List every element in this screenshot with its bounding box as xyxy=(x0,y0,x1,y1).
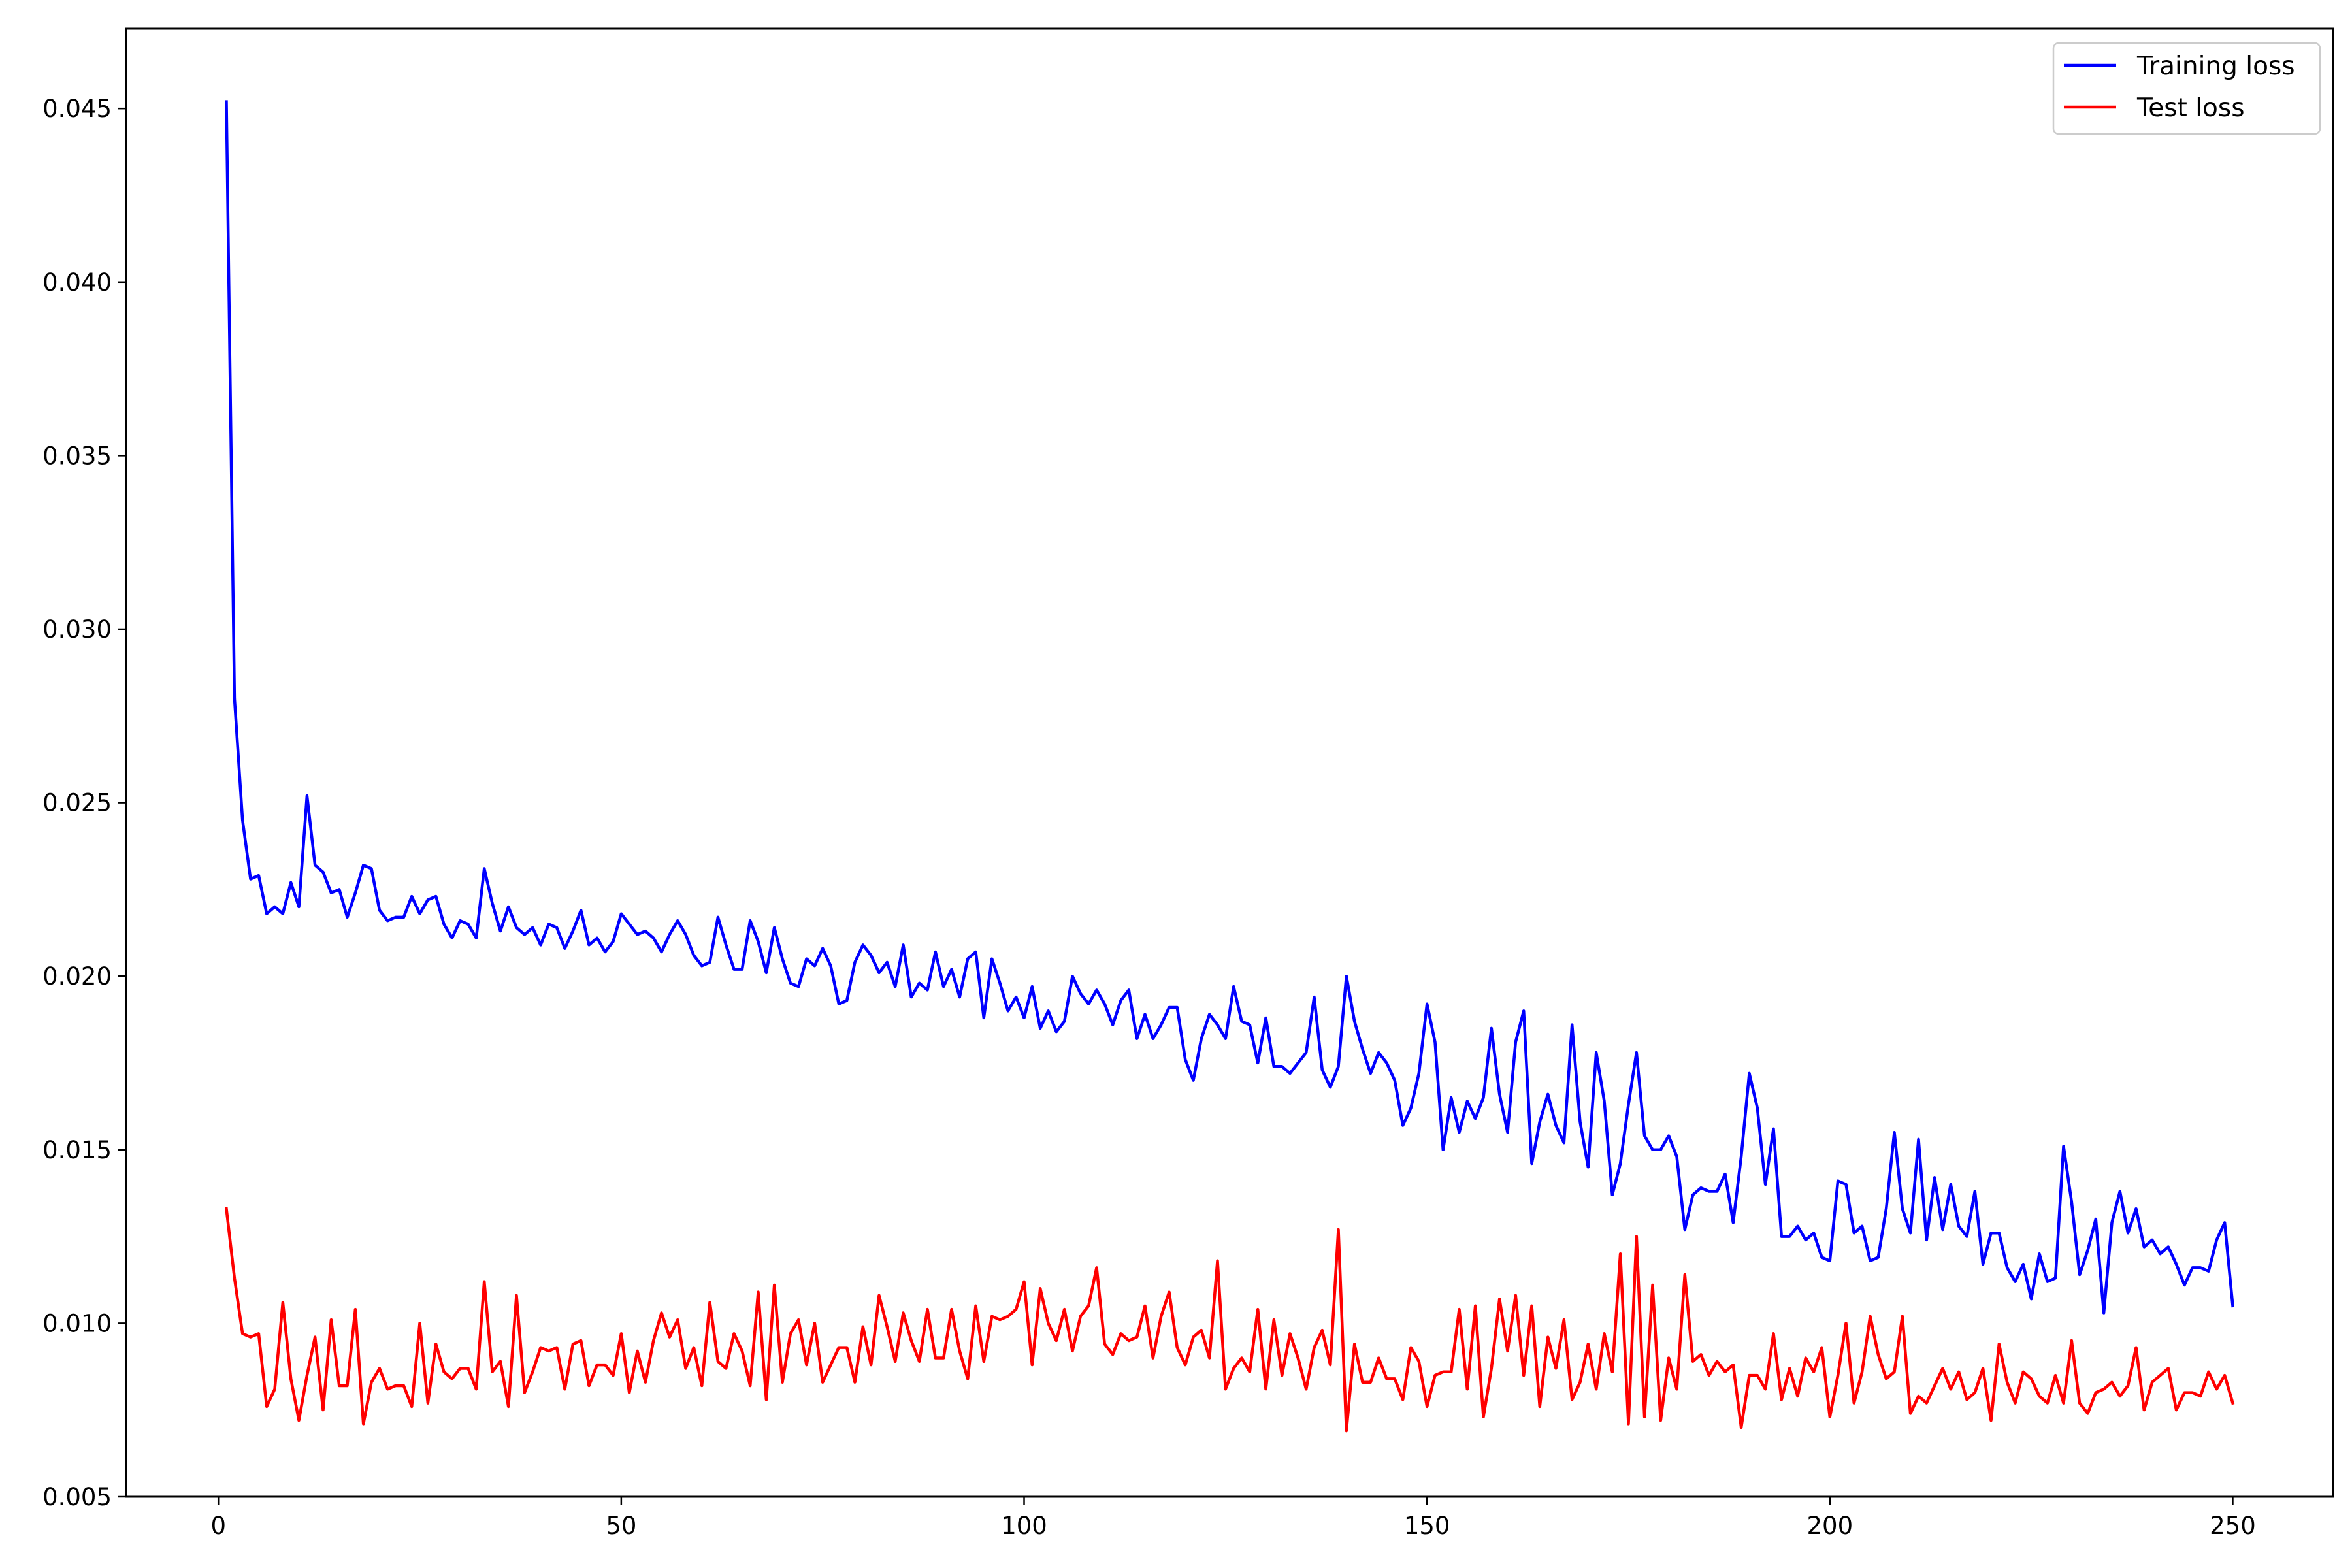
legend: Training loss Test loss xyxy=(2052,42,2321,135)
x-tick-label: 250 xyxy=(2210,1512,2256,1540)
series-test-loss xyxy=(225,1207,2235,1433)
y-tick-label: 0.040 xyxy=(42,269,112,297)
y-tick-label: 0.030 xyxy=(42,615,112,644)
legend-label: Test loss xyxy=(2136,93,2245,123)
y-tick-label: 0.010 xyxy=(42,1309,112,1337)
x-tick-label: 100 xyxy=(1001,1512,1047,1540)
x-tick-label: 0 xyxy=(210,1512,226,1540)
y-tick-label: 0.005 xyxy=(42,1483,112,1511)
y-axis: 0.005 0.010 0.015 0.020 0.025 0.030 0.035 0.040… xyxy=(42,95,126,1511)
x-tick-label: 50 xyxy=(606,1512,636,1540)
x-tick-label: 150 xyxy=(1404,1512,1450,1540)
y-tick-label: 0.045 xyxy=(42,95,112,123)
legend-box xyxy=(2052,42,2321,135)
plot-area-frame xyxy=(125,27,2334,1498)
y-tick-label: 0.015 xyxy=(42,1136,112,1164)
series-line xyxy=(225,1207,2235,1433)
series-layer xyxy=(225,100,2235,1433)
y-tick-label: 0.020 xyxy=(42,962,112,990)
legend-label: Training loss xyxy=(2136,52,2295,81)
x-tick-label: 200 xyxy=(1806,1512,1853,1540)
series-line xyxy=(225,100,2234,1315)
series-training-loss xyxy=(225,100,2234,1315)
x-axis: 0 50 100 150 200 250 xyxy=(210,1497,2256,1540)
y-tick-label: 0.025 xyxy=(42,789,112,817)
y-tick-label: 0.035 xyxy=(42,442,112,470)
